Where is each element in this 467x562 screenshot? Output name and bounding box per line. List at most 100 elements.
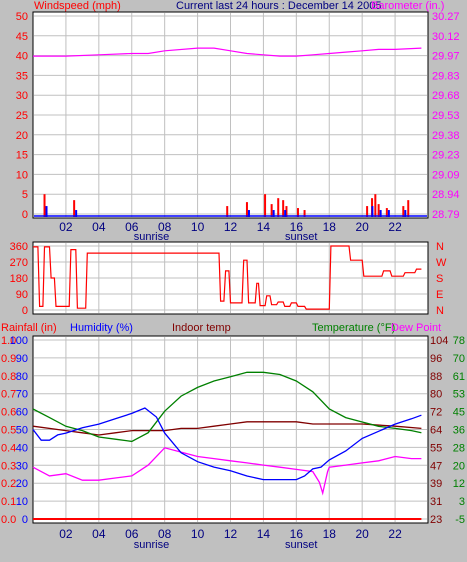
rain-y-tick: 0.3 xyxy=(1,460,16,472)
wind-y-tick: 45 xyxy=(16,31,28,43)
dew-point-label: Dew Point xyxy=(391,322,441,334)
humidity-y-tick: 70 xyxy=(16,389,28,401)
temperature-y-tick: 12 xyxy=(453,478,465,490)
rain-y-tick: 0.4 xyxy=(1,442,16,454)
indoor-y-tick: 64 xyxy=(430,425,442,437)
rain-y-tick: 0.8 xyxy=(1,371,16,383)
gust-bar xyxy=(379,210,382,217)
time-tick: 18 xyxy=(323,220,337,234)
wind-bar xyxy=(374,194,377,217)
time-tick: 02 xyxy=(59,527,73,541)
wind-y-tick: 50 xyxy=(16,11,28,23)
temperature-y-tick: 36 xyxy=(453,425,465,437)
direction-y-tick: 0 xyxy=(22,305,28,317)
wind-direction-line xyxy=(33,245,422,310)
wind-bar xyxy=(385,208,388,217)
compass-tick: E xyxy=(436,289,443,301)
temperature-y-tick: 3 xyxy=(459,496,465,508)
time-tick: 10 xyxy=(191,220,205,234)
baro-y-tick: 28.94 xyxy=(432,189,460,201)
baro-y-tick: 29.23 xyxy=(432,150,460,162)
wind-bar xyxy=(245,202,248,217)
humidity-y-tick: 80 xyxy=(16,371,28,383)
gust-bar xyxy=(247,210,250,217)
wind-y-tick: 30 xyxy=(16,90,28,102)
humidity-y-tick: 0 xyxy=(22,514,28,526)
direction-y-tick: 180 xyxy=(10,273,28,285)
baro-y-tick: 29.53 xyxy=(432,110,460,122)
rain-y-tick: 0.5 xyxy=(1,425,16,437)
wind-bar xyxy=(226,206,229,217)
rain-y-tick: 1.0 xyxy=(1,335,16,347)
gust-bar xyxy=(75,210,78,217)
humidity-y-tick: 50 xyxy=(16,425,28,437)
wind-bar xyxy=(43,194,46,217)
gust-bar xyxy=(371,206,374,217)
humidity-y-tick: 30 xyxy=(16,460,28,472)
wind-bar xyxy=(277,198,280,217)
wind-bar xyxy=(282,200,285,217)
indoor-y-tick: 55 xyxy=(430,442,442,454)
compass-tick: W xyxy=(436,257,447,269)
indoor-y-tick: 80 xyxy=(430,389,442,401)
wind-y-tick: 15 xyxy=(16,150,28,162)
wind-bar xyxy=(366,206,369,217)
time-tick: 16 xyxy=(290,527,304,541)
wind-y-tick: 35 xyxy=(16,70,28,82)
rain-y-tick: 0.9 xyxy=(1,353,16,365)
temperature-line xyxy=(32,371,422,443)
compass-tick: N xyxy=(436,305,444,317)
baro-y-tick: 29.83 xyxy=(432,70,460,82)
time-tick: 10 xyxy=(191,527,205,541)
compass-tick: S xyxy=(436,273,443,285)
humidity-y-tick: 100 xyxy=(10,335,28,347)
indoor-temp-line xyxy=(32,421,422,436)
baro-y-tick: 30.12 xyxy=(432,31,460,43)
time-tick: 08 xyxy=(158,527,172,541)
indoor-y-tick: 96 xyxy=(430,353,442,365)
rain-y-tick: 0.0 xyxy=(1,514,16,526)
baro-y-tick: 29.68 xyxy=(432,90,460,102)
humidity-y-tick: 10 xyxy=(16,496,28,508)
rain-y-tick: 0.7 xyxy=(1,389,16,401)
gridlines xyxy=(34,13,427,522)
gust-bar xyxy=(387,210,390,217)
indoor-y-tick: 31 xyxy=(430,496,442,508)
barometer-line xyxy=(33,47,422,57)
time-tick: 20 xyxy=(355,527,369,541)
wind-y-tick: 40 xyxy=(16,51,28,63)
temperature-label: Temperature (°F) xyxy=(312,322,395,334)
direction-y-tick: 90 xyxy=(16,289,28,301)
temperature-y-tick: 28 xyxy=(453,442,465,454)
wind-bar xyxy=(407,200,410,217)
sunrise-label: sunrise xyxy=(134,231,169,243)
temperature-y-tick: -5 xyxy=(455,514,465,526)
gust-bar xyxy=(45,206,48,217)
indoor-y-tick: 23 xyxy=(430,514,442,526)
time-tick: 02 xyxy=(59,220,73,234)
wind-y-tick: 10 xyxy=(16,169,28,181)
time-tick: 22 xyxy=(388,527,402,541)
temperature-y-tick: 20 xyxy=(453,460,465,472)
humidity-line xyxy=(32,407,422,481)
wind-bar xyxy=(402,206,405,217)
time-tick: 04 xyxy=(92,220,106,234)
indoor-y-tick: 88 xyxy=(430,371,442,383)
temperature-y-tick: 61 xyxy=(453,371,465,383)
windspeed-label: Windspeed (mph) xyxy=(34,0,121,12)
rain-y-tick: 0.1 xyxy=(1,496,16,508)
time-tick: 16 xyxy=(290,220,304,234)
wind-bar xyxy=(285,206,288,217)
humidity-y-tick: 20 xyxy=(16,478,28,490)
temperature-y-tick: 53 xyxy=(453,389,465,401)
wind-bar xyxy=(377,204,380,217)
indoor-y-tick: 72 xyxy=(430,407,442,419)
time-tick: 06 xyxy=(125,220,139,234)
baro-y-tick: 28.79 xyxy=(432,209,460,221)
baro-y-tick: 30.27 xyxy=(432,11,460,23)
wind-y-tick: 0 xyxy=(22,209,28,221)
time-tick: 08 xyxy=(158,220,172,234)
direction-y-tick: 270 xyxy=(10,257,28,269)
sunset-label: sunset xyxy=(285,539,317,551)
